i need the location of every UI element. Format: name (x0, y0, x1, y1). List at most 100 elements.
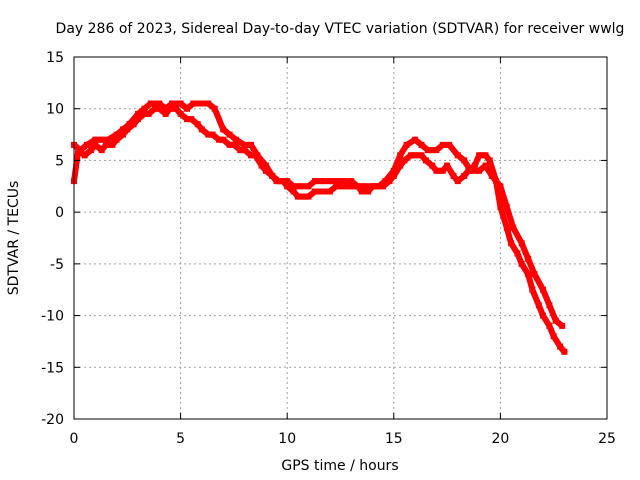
data-point (525, 271, 532, 278)
data-point (198, 126, 205, 133)
data-point (226, 131, 233, 138)
data-point (386, 178, 393, 185)
data-point (177, 100, 184, 107)
data-point (422, 157, 429, 164)
data-point (461, 172, 468, 179)
x-tick-label: 15 (385, 431, 403, 447)
data-point (156, 105, 163, 112)
y-tick-label: -15 (41, 360, 64, 376)
data-point (311, 188, 318, 195)
data-point (390, 172, 397, 179)
data-point (318, 178, 325, 185)
data-point (546, 302, 553, 309)
data-point (156, 100, 163, 107)
data-point (510, 224, 517, 231)
data-point (177, 110, 184, 117)
data-point (559, 322, 566, 329)
data-point (205, 100, 212, 107)
data-point (162, 110, 169, 117)
data-point (375, 183, 382, 190)
data-point (290, 188, 297, 195)
data-point (162, 105, 169, 112)
y-tick-label: -5 (50, 257, 64, 273)
x-tick-label: 20 (491, 431, 509, 447)
data-point (147, 100, 154, 107)
data-point (361, 183, 367, 190)
data-point (433, 167, 440, 174)
data-point (552, 317, 559, 324)
data-point (333, 178, 340, 185)
data-point (482, 162, 489, 169)
data-point (540, 286, 546, 293)
data-point (294, 193, 301, 200)
data-point (301, 193, 308, 200)
y-tick-label: 15 (46, 50, 64, 66)
grid (74, 57, 607, 419)
data-point (230, 141, 237, 148)
data-point (248, 152, 254, 159)
data-point (369, 183, 376, 190)
data-point (135, 116, 141, 123)
data-point (531, 271, 538, 278)
data-point (412, 136, 419, 143)
data-point (418, 152, 425, 159)
y-tick-label: -20 (41, 412, 64, 428)
data-point (518, 240, 525, 247)
data-point (450, 172, 457, 179)
data-point (444, 162, 451, 169)
data-point (241, 147, 248, 154)
data-point (98, 136, 105, 143)
data-point (220, 136, 227, 143)
data-point (113, 131, 120, 138)
data-point (284, 178, 291, 185)
data-point (92, 141, 99, 148)
data-point (258, 162, 265, 169)
data-point (429, 162, 436, 169)
data-point (211, 105, 218, 112)
data-point (284, 183, 291, 190)
plot-frame (73, 56, 608, 420)
data-point (482, 152, 489, 159)
data-point (412, 152, 419, 159)
data-point (497, 204, 504, 210)
data-point (109, 141, 116, 148)
series-layer (71, 100, 568, 355)
data-point (508, 240, 515, 247)
data-point (233, 136, 239, 143)
data-point (194, 121, 201, 128)
data-point (316, 188, 323, 195)
data-point (305, 183, 312, 190)
data-point (145, 110, 152, 117)
x-tick-label: 25 (598, 431, 616, 447)
data-point (188, 116, 195, 123)
data-point (540, 312, 546, 319)
y-tick-label: 0 (55, 205, 64, 221)
data-point (198, 100, 205, 107)
data-point (169, 100, 176, 107)
data-point (358, 188, 365, 195)
data-point (105, 136, 112, 143)
data-point (433, 147, 440, 154)
data-point (397, 162, 404, 169)
data-point (454, 152, 461, 159)
ticks: 0 5 10 15 20 25 -20 -15 -10 -5 0 5 10 15 (41, 50, 616, 447)
x-tick-label: 0 (70, 431, 79, 447)
data-point (446, 141, 453, 148)
data-point (322, 188, 329, 195)
data-point (152, 105, 158, 112)
series-line-2 (71, 100, 566, 329)
y-tick-label: 10 (46, 102, 64, 118)
data-point (525, 255, 532, 262)
data-point (514, 250, 521, 257)
data-point (546, 322, 553, 329)
data-point (354, 183, 361, 190)
data-point (290, 183, 297, 190)
data-point (98, 147, 105, 154)
data-point (184, 116, 190, 123)
data-point (190, 100, 197, 107)
data-point (297, 183, 303, 190)
data-point (557, 343, 564, 350)
data-point (237, 147, 244, 154)
data-point (471, 162, 478, 169)
